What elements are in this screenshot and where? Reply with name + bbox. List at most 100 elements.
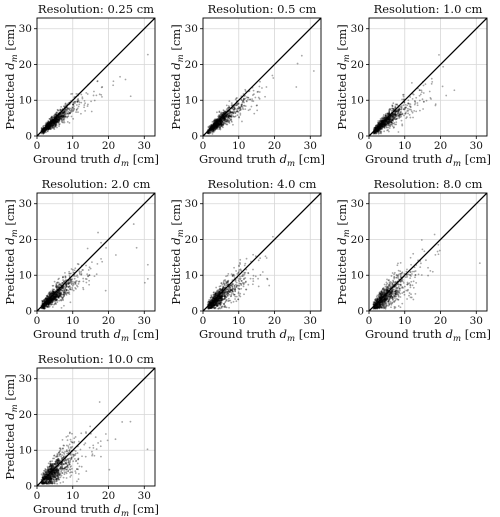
data-point xyxy=(230,115,232,118)
data-point xyxy=(213,295,215,298)
data-point xyxy=(53,296,56,299)
data-point xyxy=(52,121,55,124)
data-point xyxy=(384,123,386,126)
data-point xyxy=(214,300,217,302)
data-point xyxy=(242,99,244,102)
data-point xyxy=(62,112,65,114)
data-point xyxy=(57,281,60,284)
data-point xyxy=(48,291,51,294)
data-point xyxy=(222,280,225,283)
data-point xyxy=(393,126,395,128)
data-point xyxy=(221,295,224,298)
data-point xyxy=(380,126,383,128)
data-point xyxy=(213,128,216,130)
data-point xyxy=(222,109,225,112)
data-point xyxy=(213,126,216,129)
data-point xyxy=(379,126,382,128)
data-point xyxy=(55,111,58,114)
data-point xyxy=(49,303,52,306)
data-point xyxy=(217,297,220,300)
data-point xyxy=(62,115,65,118)
data-point xyxy=(225,114,227,117)
data-point xyxy=(232,111,235,114)
data-point xyxy=(377,128,380,130)
data-point xyxy=(378,126,381,129)
data-point xyxy=(46,130,49,133)
data-point xyxy=(405,106,407,109)
data-point xyxy=(58,115,61,118)
data-point xyxy=(380,299,383,301)
data-point xyxy=(215,126,218,129)
data-point xyxy=(387,124,390,126)
data-point xyxy=(42,131,45,133)
data-point xyxy=(216,291,219,294)
data-point xyxy=(64,286,67,289)
data-point xyxy=(240,105,243,107)
data-point xyxy=(209,132,212,135)
data-point xyxy=(388,112,390,115)
data-point xyxy=(221,298,224,301)
y-tick-label: 30 xyxy=(185,23,198,35)
data-point xyxy=(233,275,236,277)
data-point xyxy=(255,104,258,107)
data-point xyxy=(219,285,222,287)
data-point xyxy=(402,104,405,107)
data-point xyxy=(395,103,398,106)
data-point xyxy=(382,293,384,296)
data-point xyxy=(383,299,386,302)
data-point xyxy=(244,271,247,274)
data-point xyxy=(207,307,210,309)
data-point xyxy=(48,125,51,127)
data-point xyxy=(402,280,404,283)
data-point xyxy=(86,105,89,108)
data-point xyxy=(42,125,45,127)
data-point xyxy=(406,110,409,112)
data-point xyxy=(212,127,214,129)
data-point xyxy=(389,108,391,111)
data-point xyxy=(207,307,210,310)
y-tick-label: 10 xyxy=(19,270,32,282)
y-tick-label: 20 xyxy=(19,234,32,246)
data-point xyxy=(405,274,408,277)
data-point xyxy=(220,296,223,298)
data-point xyxy=(216,298,218,301)
data-point xyxy=(209,304,212,307)
data-point xyxy=(397,112,400,115)
data-point xyxy=(65,110,68,113)
data-point xyxy=(55,299,58,302)
data-point xyxy=(62,293,65,295)
data-point xyxy=(252,268,254,271)
data-point xyxy=(216,125,219,128)
data-point xyxy=(373,127,376,130)
data-point xyxy=(391,115,394,118)
data-point xyxy=(57,115,60,118)
data-point xyxy=(49,117,52,120)
data-point xyxy=(376,130,379,132)
data-point xyxy=(253,93,255,96)
data-point xyxy=(47,296,50,298)
data-point xyxy=(58,119,61,121)
data-point xyxy=(422,108,424,110)
data-point xyxy=(62,112,65,114)
data-point xyxy=(48,301,51,304)
data-point xyxy=(213,307,216,310)
data-point xyxy=(217,122,220,125)
data-point xyxy=(216,122,219,125)
data-point xyxy=(377,129,380,132)
data-point xyxy=(212,301,215,304)
data-point xyxy=(54,122,56,125)
data-point xyxy=(209,125,211,128)
data-point xyxy=(214,120,217,122)
data-point xyxy=(210,306,213,309)
data-point xyxy=(63,105,65,108)
data-point xyxy=(93,99,96,102)
data-point xyxy=(380,293,383,296)
data-point xyxy=(43,300,46,303)
data-point xyxy=(55,292,58,295)
data-point xyxy=(215,127,217,130)
data-point xyxy=(391,107,394,110)
data-point xyxy=(384,123,387,126)
data-point xyxy=(387,129,389,131)
data-point xyxy=(210,303,213,306)
data-point xyxy=(47,127,50,130)
